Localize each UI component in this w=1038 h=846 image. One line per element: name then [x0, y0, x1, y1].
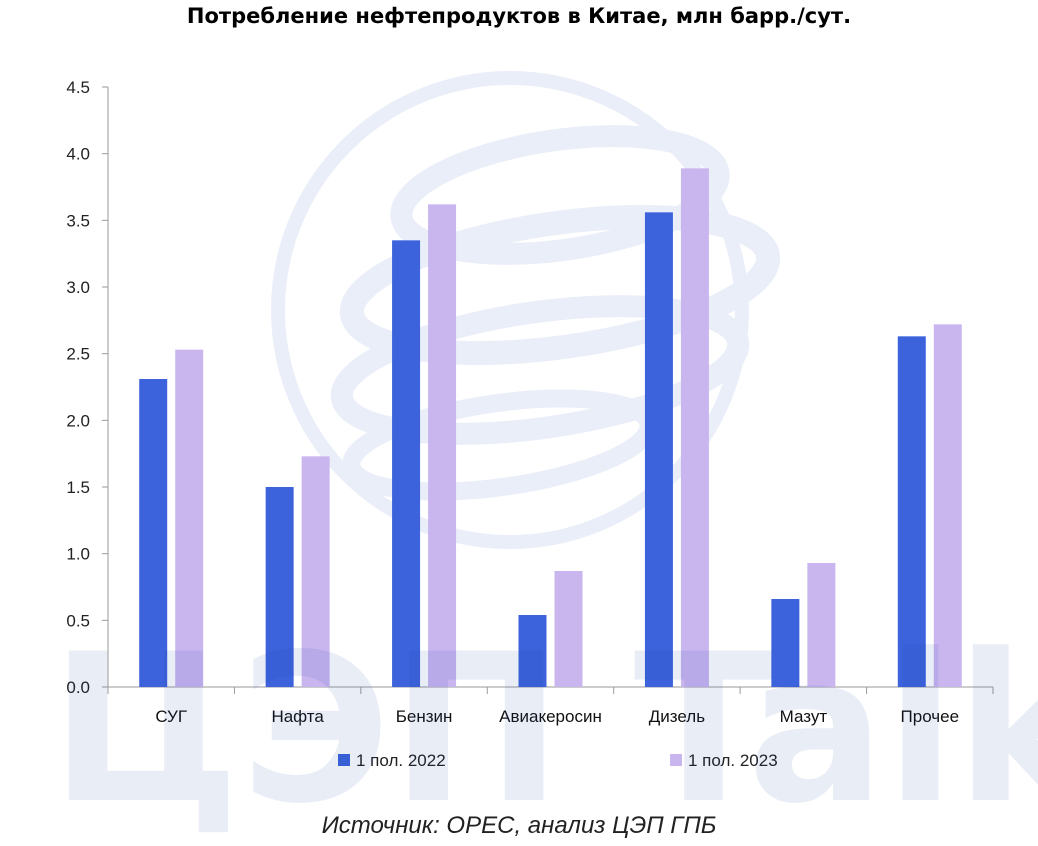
legend-label-2: 1 пол. 2023: [688, 751, 778, 770]
bar-1-2: [265, 487, 294, 687]
y-tick-label: 0.5: [66, 611, 90, 630]
chart-legend: 1 пол. 2022 1 пол. 2023: [338, 751, 778, 770]
watermark-text: ЦЭП Talks: [50, 611, 1038, 846]
bar-2-5: [680, 168, 709, 688]
y-tick-label: 2.0: [66, 411, 90, 430]
legend-swatch-2: [670, 754, 682, 766]
y-tick-label: 3.5: [66, 211, 90, 230]
bar-2-1: [175, 349, 204, 687]
x-axis-labels: СУГ Нафта Бензин Авиакеросин Дизель Мазут Проч…: [155, 707, 959, 726]
y-tick-label: 0.0: [66, 678, 90, 697]
bar-2-3: [428, 204, 457, 688]
y-tick-label: 2.5: [66, 345, 90, 364]
bar-1-7: [897, 336, 926, 687]
y-tick-label: 4.5: [66, 78, 90, 97]
chart-title: Потребление нефтепродуктов в Китае, млн …: [186, 4, 852, 28]
bar-2-4: [554, 571, 583, 687]
x-tick-label: Мазут: [780, 707, 828, 726]
bar-2-6: [807, 563, 836, 687]
x-tick-label: Бензин: [396, 707, 453, 726]
bar-1-5: [644, 212, 673, 688]
legend-label-1: 1 пол. 2022: [356, 751, 446, 770]
chart-axes: 0.0 0.5 1.0 1.5 2.0 2.5 3.0 3.5 4.0 4.5: [66, 78, 994, 697]
x-tick-label: Дизель: [649, 707, 705, 726]
bar-2-2: [301, 456, 330, 687]
legend-swatch-1: [338, 754, 350, 766]
chart-bars: [139, 168, 962, 688]
bar-1-3: [392, 240, 421, 688]
y-tick-label: 4.0: [66, 145, 90, 164]
x-tick-label: Авиакеросин: [499, 707, 602, 726]
bar-1-1: [139, 379, 168, 687]
bar-1-6: [771, 599, 800, 687]
y-tick-label: 1.5: [66, 478, 90, 497]
bar-2-7: [933, 324, 962, 687]
bar-1-4: [518, 615, 547, 687]
x-tick-label: СУГ: [155, 707, 187, 726]
x-tick-label: Прочее: [901, 707, 960, 726]
y-tick-label: 3.0: [66, 278, 90, 297]
source-note: Источник: OPEC, анализ ЦЭП ГПБ: [321, 812, 717, 839]
y-tick-label: 1.0: [66, 545, 90, 564]
watermark-logo: [271, 71, 781, 549]
x-tick-label: Нафта: [271, 707, 324, 726]
